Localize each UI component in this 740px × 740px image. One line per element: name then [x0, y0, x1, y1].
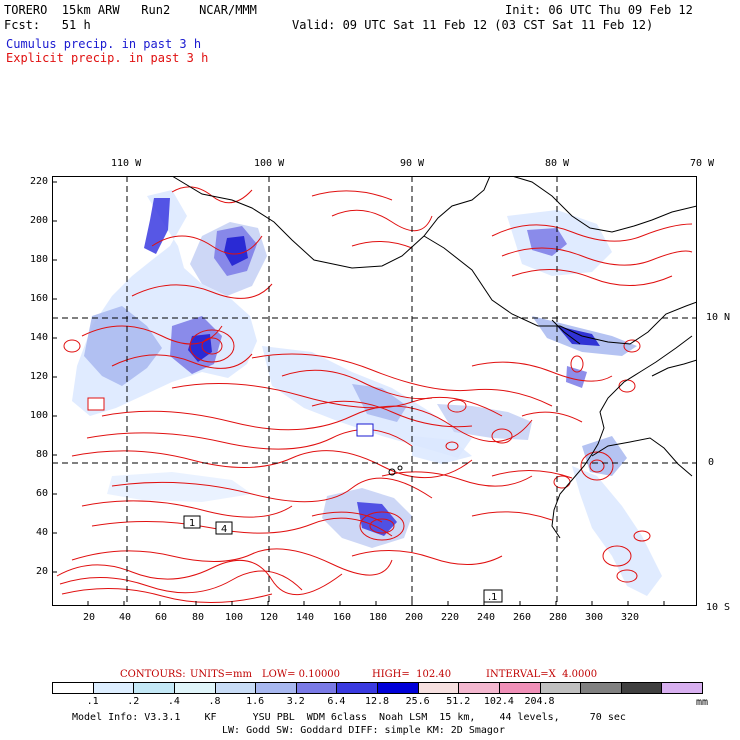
colorbar-swatch — [52, 682, 94, 694]
colorbar-swatch — [620, 682, 663, 694]
colorbar-swatch — [661, 682, 703, 694]
colorbar-label: 204.8 — [524, 696, 555, 707]
y-tick: 20 — [36, 566, 49, 577]
lat-label-10n: 10 N — [706, 312, 731, 323]
colorbar-swatch — [214, 682, 257, 694]
legend-cumulus: Cumulus precip. in past 3 h — [6, 37, 202, 51]
x-tick: 40 — [119, 612, 132, 623]
contours-interval: INTERVAL=X 4.0000 — [486, 669, 598, 680]
lat-lon-grid — [52, 176, 697, 606]
y-tick: 220 — [30, 176, 49, 187]
y-tick: 80 — [36, 449, 49, 460]
lat-label-10s: 10 S — [706, 602, 731, 613]
colorbar-label: 51.2 — [446, 696, 471, 707]
y-tick: 180 — [30, 254, 49, 265]
y-tick: 120 — [30, 371, 49, 382]
x-tick: 20 — [83, 612, 96, 623]
colorbar-label: 6.4 — [327, 696, 346, 707]
colorbar-swatch — [173, 682, 216, 694]
legend-explicit: Explicit precip. in past 3 h — [6, 51, 209, 65]
colorbar-swatch — [92, 682, 135, 694]
y-tick: 140 — [30, 332, 49, 343]
colorbar-label: 12.8 — [364, 696, 390, 707]
y-tick: 200 — [30, 215, 49, 226]
valid-time: Valid: 09 UTC Sat 11 Feb 12 (03 CST Sat … — [292, 18, 654, 32]
x-tick: 320 — [621, 612, 640, 623]
model-physics: LW: Godd SW: Goddard DIFF: simple KM: 2D… — [222, 725, 505, 736]
colorbar-label: 102.4 — [483, 696, 514, 707]
colorbar-swatch — [539, 682, 582, 694]
x-tick: 100 — [225, 612, 244, 623]
x-tick: 220 — [441, 612, 460, 623]
x-tick: 140 — [296, 612, 315, 623]
model-title: TORERO 15km ARW Run2 NCAR/MMM — [4, 3, 257, 17]
x-tick: 280 — [549, 612, 568, 623]
colorbar-swatch — [458, 682, 500, 694]
colorbar-swatch — [580, 682, 622, 694]
x-tick: 300 — [585, 612, 604, 623]
colorbar-label: .1 — [86, 696, 99, 707]
contours-label: CONTOURS: — [120, 669, 186, 680]
lon-label-110w: 110 W — [111, 158, 142, 169]
init-time: Init: 06 UTC Thu 09 Feb 12 — [505, 3, 693, 17]
y-tick: 160 — [30, 293, 49, 304]
colorbar-label: 25.6 — [405, 696, 430, 707]
colorbar-label: 1.6 — [246, 696, 265, 707]
colorbar-unit: mm — [696, 697, 709, 708]
colorbar-swatch — [133, 682, 175, 694]
x-tick: 160 — [333, 612, 352, 623]
explicit-precip-contours — [56, 186, 693, 604]
precip-map[interactable]: 1 4 .1 — [52, 176, 697, 606]
lon-label-80w: 80 W — [545, 158, 570, 169]
contour-label-1: 1 — [189, 518, 195, 529]
forecast-hour: Fcst: 51 h — [4, 18, 91, 32]
colorbar-label: .8 — [208, 696, 221, 707]
x-tick: 180 — [369, 612, 388, 623]
colorbar-label: 3.2 — [286, 696, 305, 707]
model-info: Model Info: V3.3.1 KF YSU PBL WDM 6class… — [72, 712, 626, 723]
x-tick: 200 — [405, 612, 424, 623]
colorbar-swatch — [336, 682, 378, 694]
colorbar-swatch — [377, 682, 419, 694]
y-tick: 60 — [36, 488, 49, 499]
lon-label-90w: 90 W — [400, 158, 425, 169]
colorbar-label: .4 — [167, 696, 180, 707]
colorbar-label: .2 — [127, 696, 140, 707]
map-frame — [52, 176, 697, 606]
lon-label-70w: 70 W — [690, 158, 715, 169]
x-tick: 80 — [192, 612, 205, 623]
contour-label-01: .1 — [488, 592, 498, 603]
contours-low: LOW= 0.10000 — [262, 669, 341, 680]
y-tick: 40 — [36, 527, 49, 538]
x-tick: 60 — [155, 612, 168, 623]
contours-units: UNITS=mm — [190, 669, 252, 680]
lat-label-0: 0 — [708, 457, 715, 468]
lon-label-100w: 100 W — [254, 158, 285, 169]
contours-high: HIGH= 102.40 — [372, 669, 452, 680]
colorbar-swatch — [295, 682, 338, 694]
contour-label-boxes: 1 4 .1 — [87, 397, 503, 603]
colorbar-swatch — [255, 682, 297, 694]
colorbar-swatch — [498, 682, 541, 694]
contour-label-4: 4 — [221, 524, 227, 535]
x-tick: 120 — [260, 612, 279, 623]
y-tick: 100 — [30, 410, 49, 421]
x-tick: 260 — [513, 612, 532, 623]
x-tick: 240 — [477, 612, 496, 623]
colorbar-swatch — [417, 682, 460, 694]
